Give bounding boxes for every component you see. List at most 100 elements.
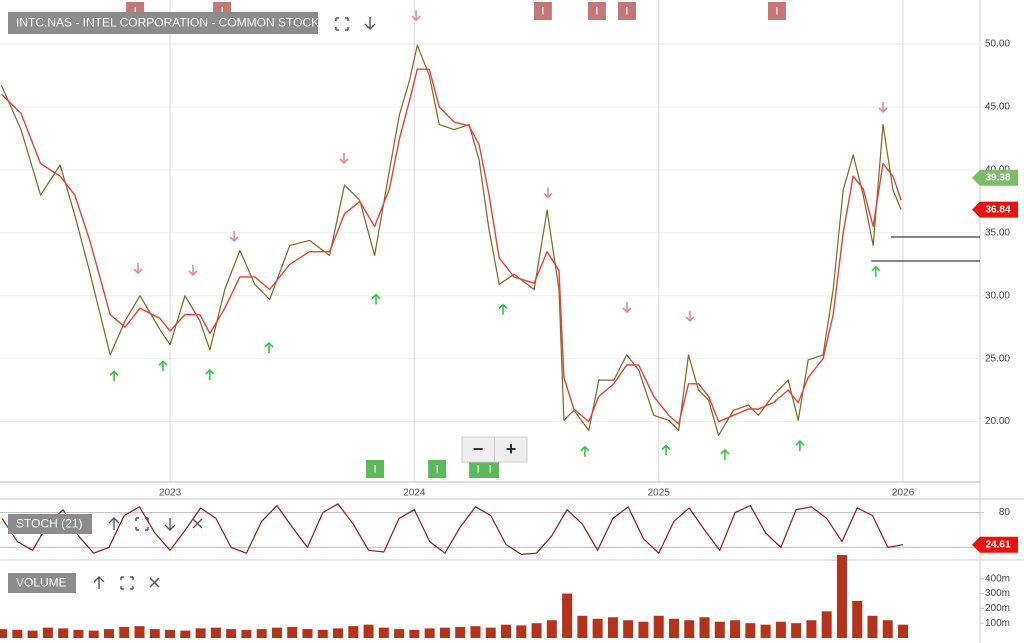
volume-bar: [714, 621, 725, 638]
price-tag-label: 39.38: [985, 172, 1010, 183]
download-icon[interactable]: [364, 17, 376, 30]
panel-title: VOLUME: [16, 576, 67, 590]
sell-signal: [622, 302, 632, 314]
buy-signal: [795, 440, 805, 452]
price-tag-label: 36.84: [985, 204, 1010, 215]
expand-icon[interactable]: [120, 576, 134, 590]
series-line: [1, 68, 902, 425]
volume-bar: [27, 630, 38, 638]
volume-bar: [730, 620, 741, 638]
volume-bar: [653, 615, 664, 638]
event-badge: [587, 2, 606, 20]
event-label: I: [134, 5, 137, 17]
zoom-in-button[interactable]: +: [506, 439, 517, 459]
y-tick-label: 80: [999, 507, 1011, 518]
event-badge: [366, 460, 385, 478]
volume-bar: [439, 627, 450, 638]
volume-bar: [867, 615, 878, 638]
sell-signal: [543, 187, 553, 199]
volume-bar: [119, 626, 130, 638]
event-badge: [767, 2, 786, 20]
volume-bar: [699, 617, 710, 638]
volume-bar: [607, 617, 618, 638]
panel-title: STOCH (21): [16, 517, 82, 531]
y-tick-label: 30.00: [985, 290, 1010, 301]
volume-bar: [348, 626, 359, 638]
buy-signal: [371, 293, 381, 305]
event-label: I: [436, 463, 439, 475]
sell-signal: [339, 152, 349, 165]
buy-signal: [661, 444, 671, 456]
volume-bar: [333, 628, 344, 638]
volume-bar: [12, 629, 23, 638]
event-label: I: [625, 5, 628, 17]
volume-bar: [852, 600, 863, 638]
expand-icon[interactable]: [335, 17, 349, 31]
volume-bar: [256, 629, 267, 638]
buy-signal: [871, 265, 881, 277]
volume-bar: [501, 624, 512, 638]
sell-signal: [133, 263, 143, 275]
volume-bar: [516, 625, 527, 638]
volume-bar: [470, 626, 481, 638]
volume-bar: [485, 627, 496, 638]
volume-bar: [668, 618, 679, 638]
volume-bar: [684, 620, 695, 638]
event-label: I: [775, 5, 778, 17]
event-label: I: [221, 5, 224, 17]
volume-bar: [271, 627, 282, 638]
volume-bar: [531, 623, 542, 638]
volume-bar: [0, 629, 8, 638]
buy-signal: [205, 368, 215, 381]
buy-signal: [109, 370, 119, 382]
x-tick-label: 2023: [159, 488, 182, 499]
close-icon[interactable]: [149, 577, 160, 588]
y-tick-label: 45.00: [985, 102, 1010, 113]
expand-icon[interactable]: [135, 517, 149, 531]
volume-bar: [745, 623, 756, 638]
volume-bar: [455, 626, 466, 638]
event-label: I: [477, 463, 480, 475]
y-tick-label: 35.00: [985, 227, 1010, 238]
zoom-out-button[interactable]: −: [473, 439, 484, 459]
title-box: [8, 514, 92, 534]
y-tick-label: 20.00: [985, 416, 1010, 427]
close-icon[interactable]: [192, 518, 203, 529]
volume-bar: [103, 629, 114, 638]
volume-bar: [546, 620, 557, 638]
event-label: I: [595, 5, 598, 17]
volume-bar: [134, 626, 145, 638]
volume-bar: [241, 629, 252, 638]
volume-bar: [394, 629, 405, 638]
x-tick-label: 2026: [892, 488, 915, 499]
move-up-icon[interactable]: [93, 576, 105, 589]
price-tag: [972, 201, 1018, 218]
x-tick-label: 2025: [648, 488, 671, 499]
y-tick-label: 400m: [985, 573, 1010, 584]
event-badge: [481, 460, 500, 478]
event-label: I: [489, 463, 492, 475]
volume-bar: [592, 618, 603, 638]
volume-bar: [287, 626, 298, 638]
sell-signal: [188, 264, 198, 277]
volume-bar: [226, 629, 237, 638]
title-box: [8, 573, 76, 593]
event-label: I: [374, 463, 377, 475]
volume-bar: [88, 630, 99, 638]
move-up-icon[interactable]: [108, 517, 120, 530]
volume-bar: [836, 555, 847, 638]
volume-bar: [58, 628, 69, 638]
event-badge: [617, 2, 636, 20]
volume-bar: [760, 624, 771, 638]
event-label: I: [541, 5, 544, 17]
move-down-icon[interactable]: [164, 518, 176, 531]
volume-bar: [180, 630, 191, 638]
event-badge: [533, 2, 552, 20]
sell-signal: [878, 101, 888, 114]
volume-bar: [806, 620, 817, 638]
series-line: [0, 44, 902, 436]
volume-bar: [42, 627, 53, 638]
volume-bar: [562, 593, 573, 638]
